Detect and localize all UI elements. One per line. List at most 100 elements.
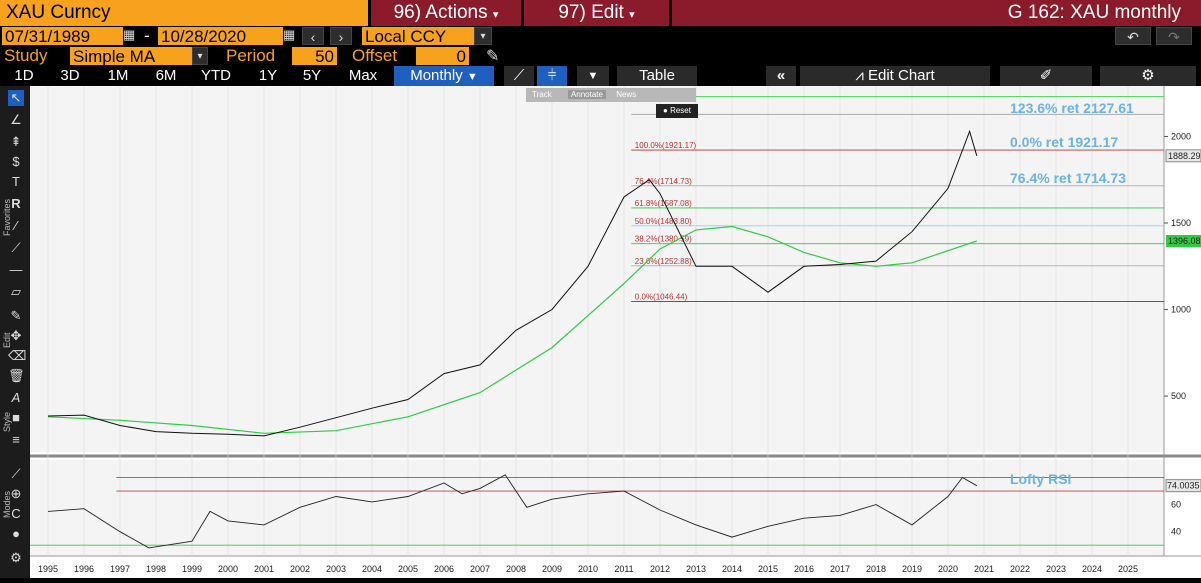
reset-button[interactable]: ● Reset	[656, 104, 698, 118]
undo-icon[interactable]: ↶	[1115, 27, 1151, 45]
offset-input[interactable]: 0	[416, 47, 469, 66]
edit-chart-button[interactable]: ⩘ Edit Chart	[800, 66, 990, 86]
rsi-tick-label-0: 60	[1171, 500, 1181, 510]
x-tick-label-18: 2013	[686, 564, 706, 574]
x-tick-label-25: 2020	[938, 564, 958, 574]
sidebar-label-favorites: Favorites	[2, 198, 12, 236]
palette-icon[interactable]: ●	[12, 526, 20, 541]
trash-icon[interactable]: 🗑	[8, 368, 25, 383]
period-input[interactable]: 50	[292, 47, 337, 66]
gear-icon[interactable]: ⚙	[1100, 66, 1196, 86]
caret-down-icon: ▼	[466, 71, 478, 83]
chevron-left-icon[interactable]: ‹	[302, 27, 324, 45]
x-tick-label-6: 2001	[254, 564, 274, 574]
annotate-tool[interactable]: Annotate	[567, 90, 606, 99]
range-max[interactable]: Max	[348, 67, 378, 84]
annotation-000[interactable]: 0.0% ret 1921.17	[1010, 134, 1118, 150]
date-separator: -	[144, 26, 150, 45]
x-tick-label-4: 1999	[182, 564, 202, 574]
pointer-icon[interactable]: ↖	[8, 90, 24, 106]
trendline-icon[interactable]: ⟋	[11, 240, 21, 255]
actions-menu-label: 96) Actions	[393, 2, 488, 23]
ticker-field[interactable]: XAU Curncy	[0, 0, 368, 26]
pencil-icon[interactable]: ✎	[486, 48, 500, 65]
font-icon[interactable]: A	[11, 390, 21, 405]
frequency-select[interactable]: Monthly ▼	[394, 66, 494, 87]
bar-chart-icon[interactable]: ⫩	[537, 66, 567, 86]
price-chart[interactable]: 100.0%(1921.17) 76.4%(1714.73) 61.8%(1587.…	[30, 86, 1201, 578]
fib-label-5: 23.6%(1252.88)	[635, 257, 692, 266]
y-tick-label-0: 2000	[1171, 131, 1191, 141]
horizontal-line-icon[interactable]: —	[9, 262, 23, 277]
x-tick-label-12: 2007	[470, 564, 490, 574]
line-chart-icon[interactable]: ⟋	[504, 66, 534, 86]
ma-last-label: 1396.08	[1168, 236, 1201, 246]
x-tick-label-26: 2021	[974, 564, 994, 574]
fib-icon[interactable]: ⇞	[10, 134, 22, 149]
range-1m[interactable]: 1M	[107, 67, 129, 84]
eraser-icon[interactable]: ⌫	[8, 348, 27, 363]
edit-menu-label: 97) Edit	[558, 2, 624, 23]
refresh-icon[interactable]: C	[11, 506, 21, 521]
rsi-bands	[30, 477, 1164, 546]
annotation-764[interactable]: 76.4% ret 1714.73	[1010, 170, 1126, 186]
y-tick-label-1: 1500	[1171, 218, 1191, 228]
y-tick-label-3: 500	[1171, 391, 1186, 401]
collapse-icon[interactable]: «	[766, 66, 796, 86]
study-bar: Study Simple MA ▾ Period 50 Offset 0 ✎	[0, 46, 1201, 66]
pen-icon[interactable]: ✎	[10, 308, 22, 323]
actions-menu[interactable]: 96) Actions ▾	[371, 0, 521, 26]
frequency-label: Monthly	[410, 67, 463, 84]
x-tick-label-21: 2016	[794, 564, 814, 574]
range-1y[interactable]: 1Y	[258, 67, 278, 84]
track-tool[interactable]: Track	[532, 90, 552, 99]
x-tick-label-13: 2008	[506, 564, 526, 574]
ruler-icon[interactable]: R	[11, 196, 21, 211]
table-button[interactable]: Table	[617, 66, 697, 86]
annotation-1236[interactable]: 123.6% ret 2127.61	[1010, 100, 1134, 116]
edit-chart-label: Edit Chart	[867, 67, 935, 84]
line-width-icon[interactable]: ≡	[12, 432, 20, 447]
rsi-panel	[30, 460, 1164, 556]
toolbar: 1D 3D 1M 6M YTD 1Y 5Y Max Monthly ▼ ⟋ ⫩ …	[0, 66, 1201, 87]
calendar-icon[interactable]: ▦	[283, 27, 296, 42]
fib-label-6: 0.0%(1046.44)	[635, 293, 688, 302]
text-icon[interactable]: T	[12, 174, 20, 189]
range-5y[interactable]: 5Y	[302, 67, 322, 84]
gear-icon[interactable]: ⚙	[10, 550, 22, 565]
rsi-label[interactable]: Lofty RSI	[1010, 471, 1071, 487]
chevron-down-icon[interactable]: ▾	[474, 27, 492, 45]
mode-icon[interactable]: ⟋	[11, 466, 21, 481]
chevron-right-icon[interactable]: ›	[330, 27, 352, 45]
draw-line-icon[interactable]: ∠	[10, 112, 22, 127]
calendar-icon[interactable]: ▦	[123, 27, 136, 42]
move-icon[interactable]: ✥	[10, 328, 22, 343]
chevron-down-icon[interactable]: ▼	[577, 66, 609, 86]
range-3d[interactable]: 3D	[60, 67, 80, 84]
edit-menu[interactable]: 97) Edit ▾	[524, 0, 669, 26]
x-tick-label-19: 2014	[722, 564, 742, 574]
news-tool[interactable]: News	[616, 90, 637, 99]
currency-icon[interactable]: $	[12, 154, 20, 169]
redo-icon[interactable]: ↷	[1156, 27, 1192, 45]
range-1d[interactable]: 1D	[14, 67, 34, 84]
channel-icon[interactable]: ▱	[11, 284, 21, 299]
end-date-field[interactable]: 10/28/2020	[158, 27, 283, 46]
x-tick-label-16: 2011	[614, 564, 633, 574]
range-6m[interactable]: 6M	[155, 67, 177, 84]
range-ytd[interactable]: YTD	[201, 67, 231, 84]
start-date-field[interactable]: 07/31/1989	[2, 27, 123, 46]
chevron-down-icon[interactable]: ▾	[192, 47, 208, 65]
study-label: Study	[4, 46, 48, 65]
fill-icon[interactable]: ■	[12, 410, 20, 425]
brush-icon[interactable]: ⁄	[14, 218, 18, 233]
chart-area[interactable]: 100.0%(1921.17) 76.4%(1714.73) 61.8%(1587.…	[30, 86, 1201, 578]
study-select[interactable]: Simple MA	[70, 47, 193, 66]
currency-select[interactable]: Local CCY	[362, 27, 475, 46]
price-panel	[30, 86, 1164, 452]
x-tick-label-27: 2022	[1010, 564, 1030, 574]
drawing-icon[interactable]: ✐	[1000, 66, 1092, 86]
crosshair-icon[interactable]: ⊕	[10, 486, 22, 501]
last-price-label: 1888.29	[1168, 151, 1201, 161]
x-tick-label-5: 2000	[218, 564, 238, 574]
